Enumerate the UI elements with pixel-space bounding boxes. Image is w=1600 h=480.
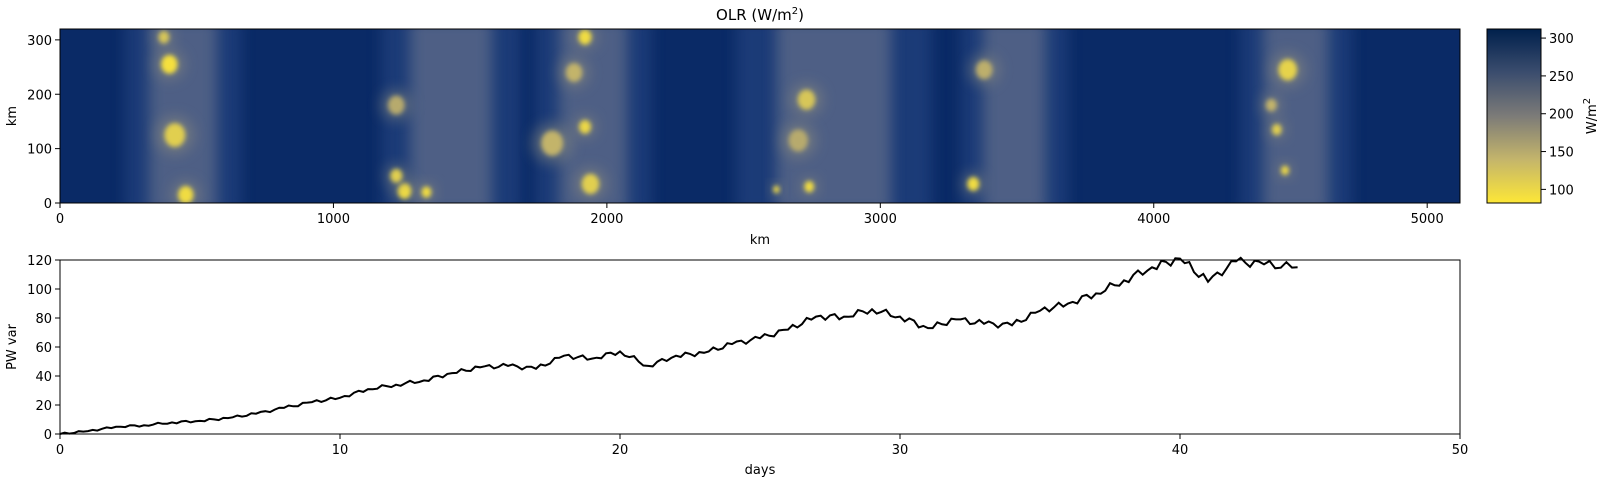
x-tick-label: 0 [56, 443, 64, 458]
x-tick-label: 0 [56, 212, 64, 227]
line-y-ticks: 0 20 40 60 80 100 120 [27, 254, 60, 443]
olr-heatmap [59, 28, 1461, 204]
colorbar-tick-label: 200 [1549, 108, 1574, 123]
cloud-band [410, 29, 493, 203]
y-tick-label: 120 [27, 254, 52, 269]
convective-cell [388, 95, 405, 115]
y-tick-label: 60 [35, 341, 52, 356]
y-tick-label: 0 [44, 428, 52, 443]
line-ylabel: PW var [5, 323, 20, 369]
x-tick-label: 3000 [864, 212, 897, 227]
pw-variance-line [59, 256, 1298, 435]
y-tick-label: 40 [35, 370, 52, 385]
convective-cell [797, 89, 816, 110]
cloud-band [776, 29, 892, 203]
convective-cell [421, 186, 432, 198]
heatmap-y-ticks: 0 100 200 300 [27, 34, 60, 212]
convective-cell [161, 54, 178, 74]
x-tick-label: 20 [612, 443, 629, 458]
convective-cell [164, 123, 186, 147]
convective-cell [773, 185, 780, 194]
y-tick-label: 200 [27, 88, 52, 103]
x-tick-label: 40 [1172, 443, 1189, 458]
convective-cell [565, 63, 583, 82]
convective-cell [1271, 123, 1282, 136]
x-tick-label: 2000 [590, 212, 623, 227]
x-tick-label: 4000 [1137, 212, 1170, 227]
convective-cell [1278, 59, 1298, 81]
cloud-band [1263, 29, 1329, 203]
convective-cell [390, 168, 403, 183]
colorbar-tick-label: 100 [1549, 183, 1574, 198]
heatmap-ylabel: km [5, 106, 20, 126]
y-tick-label: 20 [35, 399, 52, 414]
colorbar-tick-label: 300 [1549, 32, 1574, 47]
colorbar-tick-label: 150 [1549, 146, 1574, 161]
x-tick-label: 10 [332, 443, 349, 458]
y-tick-label: 0 [44, 197, 52, 212]
colorbar-ticks: 100 150 200 250 300 [1541, 32, 1574, 198]
convective-cell [158, 30, 170, 44]
colorbar-gradient [1486, 28, 1542, 204]
convective-cell [397, 183, 412, 199]
y-tick-label: 300 [27, 34, 52, 49]
heatmap-title: OLR (W/m2) [716, 6, 804, 24]
x-tick-label: 1000 [317, 212, 350, 227]
x-tick-label: 30 [892, 443, 909, 458]
convective-cell [578, 29, 592, 45]
x-tick-label: 5000 [1411, 212, 1444, 227]
pw-variance-chart [59, 256, 1461, 435]
convective-cell [581, 173, 600, 195]
colorbar: 100 150 200 250 300 W/m2 [1486, 28, 1600, 204]
y-tick-label: 80 [35, 312, 52, 327]
convective-cell [788, 129, 808, 152]
convective-cell [1280, 165, 1290, 176]
heatmap-x-ticks: 0 1000 2000 3000 4000 5000 [56, 203, 1444, 227]
convective-cell [967, 177, 980, 191]
convective-cell [578, 119, 592, 134]
y-tick-label: 100 [27, 143, 52, 158]
y-tick-label: 100 [27, 283, 52, 298]
heatmap-xlabel: km [750, 233, 770, 248]
convective-cell [1265, 98, 1277, 112]
x-tick-label: 50 [1452, 443, 1469, 458]
cloud-bands [124, 29, 1352, 203]
colorbar-label: W/m2 [1582, 98, 1600, 134]
convective-cells [154, 29, 1305, 203]
convective-cell [178, 186, 194, 203]
convective-cell [976, 60, 993, 80]
colorbar-tick-label: 250 [1549, 70, 1574, 85]
cloud-band [982, 29, 1046, 203]
convective-cell [541, 130, 564, 156]
line-x-ticks: 0 10 20 30 40 50 [56, 434, 1468, 458]
convective-cell [804, 181, 815, 193]
line-xlabel: days [745, 463, 776, 478]
